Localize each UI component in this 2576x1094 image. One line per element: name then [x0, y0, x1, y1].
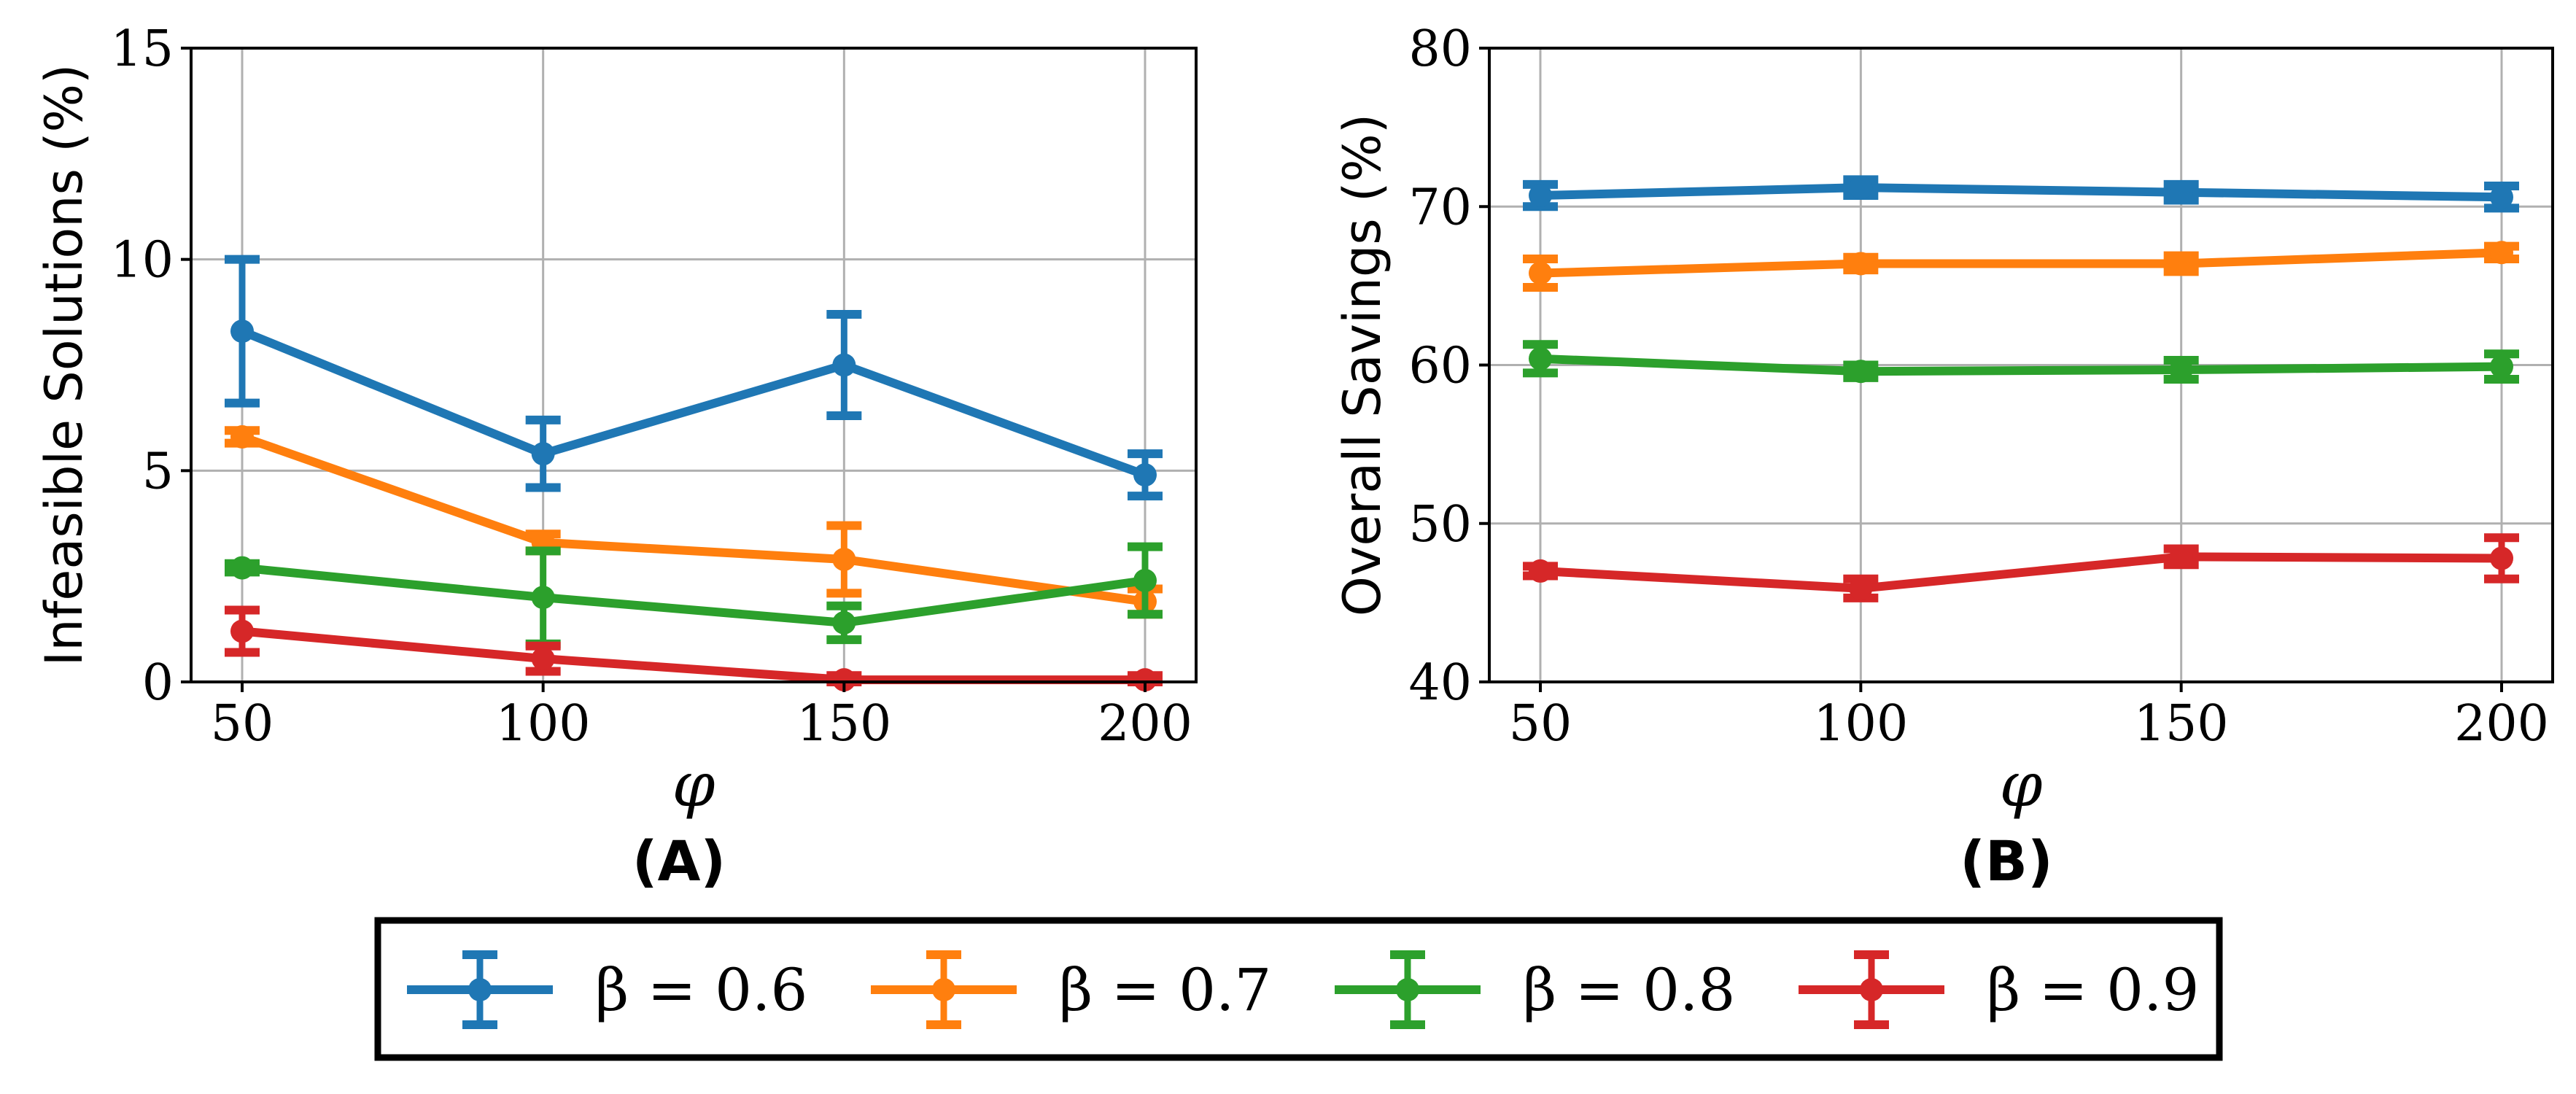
legend-marker	[468, 978, 492, 1001]
panel-a-ytick-label: 0	[142, 654, 174, 712]
panel-b-series-1-point	[2490, 185, 2513, 209]
panel-b-series-1	[1523, 175, 2519, 213]
panel-a-series-line	[241, 563, 1146, 627]
panel-b-label: (B)	[1960, 829, 2052, 893]
panel-b-series-2-point	[1529, 261, 1552, 285]
panel-b-series-2-point	[1849, 252, 1873, 276]
legend-entry-1: β = 0.6	[407, 950, 807, 1029]
legend-entry-3: β = 0.8	[1335, 950, 1735, 1029]
legend-label: β = 0.7	[1059, 956, 1271, 1024]
panel-b-series-4-point	[1849, 576, 1873, 600]
panel-b-xtick-label: 150	[2134, 695, 2229, 753]
panel-a-ytick-label: 10	[110, 232, 174, 290]
panel-a-series-3-point	[832, 610, 856, 635]
panel-b-xlabel: φ	[2000, 749, 2043, 820]
panel-a-xtick-label: 200	[1098, 695, 1192, 753]
legend-marker	[932, 978, 955, 1001]
panel-a-series-1	[225, 255, 1163, 501]
panel-a-series-2-point	[230, 424, 254, 449]
panel-b-series-1-point	[2169, 180, 2193, 204]
panel-a-ylabel: Infeasible Solutions (%)	[34, 64, 94, 667]
panel-a-xlabel: φ	[672, 749, 715, 820]
panel-a-label: (A)	[632, 829, 726, 893]
panel-a-series-1-point	[230, 319, 254, 344]
panel-a-series-line	[241, 432, 1146, 606]
panel-a-series-4-point	[230, 619, 254, 643]
panel-b-ytick-label: 60	[1408, 338, 1472, 395]
panel-b-series-line	[1540, 552, 2502, 593]
panel-a-series-2	[225, 424, 1163, 619]
legend-entry-2: β = 0.7	[871, 950, 1271, 1029]
panel-b-xtick-label: 50	[1509, 695, 1572, 753]
panel-a-chart: 50 100 150 200 0 5 10 15 Infeasible Solutions (…	[34, 20, 1198, 893]
panel-b-series-1-point	[1849, 176, 1873, 200]
legend-marker	[1860, 978, 1883, 1001]
panel-a-series-line	[241, 626, 1145, 685]
panel-a-series-4-point	[1133, 668, 1157, 692]
panel-a-series-3-point	[1133, 568, 1157, 592]
panel-a-series-3-point	[531, 586, 555, 610]
panel-b-series-3-point	[2169, 358, 2193, 382]
legend-label: β = 0.6	[595, 956, 807, 1024]
legend-label: β = 0.8	[1523, 956, 1735, 1024]
panel-b-series-4-point	[2169, 545, 2193, 569]
panel-b-series-4-point	[2490, 546, 2513, 570]
panel-b-series-4-point	[1529, 559, 1552, 583]
panel-b-ytick-label: 80	[1408, 20, 1472, 78]
panel-b-series-line	[1540, 248, 2502, 278]
panel-a-frame	[190, 47, 1198, 683]
panel-b-series-3-point	[1529, 346, 1552, 371]
panel-b-series-2-point	[2169, 252, 2193, 276]
panel-b-series-2-point	[2490, 241, 2513, 265]
panel-b-ytick-label: 40	[1408, 654, 1472, 712]
panel-a-series-4-point	[832, 668, 856, 692]
panel-b-ytick-label: 50	[1408, 496, 1472, 554]
panel-b-series-line	[1540, 354, 2502, 376]
panel-b-series-4	[1523, 533, 2519, 602]
panel-b-ytick-label: 70	[1408, 179, 1472, 236]
panel-a-series-2-point	[832, 547, 856, 571]
panel-a-ytick-label: 5	[142, 443, 174, 500]
panel-a-series-line	[240, 327, 1147, 479]
panel-a-xtick-label: 50	[211, 695, 274, 753]
panel-b-series-3-point	[2490, 354, 2513, 379]
panel-b-xtick-label: 100	[1813, 695, 1908, 753]
panel-a-series-4	[225, 605, 1163, 692]
panel-b-series-2	[1523, 241, 2519, 292]
panel-a-series-1-point	[531, 442, 555, 466]
panel-a-series-3	[225, 542, 1163, 648]
panel-b-series-1-point	[1529, 184, 1552, 208]
legend-marker	[1396, 978, 1419, 1001]
panel-a-series-1-point	[832, 353, 856, 377]
panel-b-ylabel: Overall Savings (%)	[1332, 114, 1392, 616]
panel-b-xtick-label: 200	[2454, 695, 2549, 753]
legend: β = 0.6 β = 0.7 β = 0.8 β = 0.9	[374, 917, 2223, 1061]
panel-a-ytick-label: 15	[110, 20, 174, 78]
panel-b-chart: 50 100 150 200 40 50 60 70 80 Overall Savings (%…	[1332, 20, 2554, 893]
panel-b-series-3-point	[1849, 360, 1873, 384]
panel-a-series-1-point	[1133, 463, 1157, 487]
panel-a-series-4-point	[531, 647, 555, 671]
legend-label: β = 0.9	[1987, 956, 2199, 1024]
panel-a-xtick-label: 100	[496, 695, 591, 753]
panel-a-xtick-label: 150	[796, 695, 891, 753]
panel-b-series-line	[1540, 183, 2502, 202]
panel-b-series-3	[1523, 340, 2519, 384]
panel-a-series-3-point	[230, 556, 254, 580]
legend-entry-4: β = 0.9	[1799, 950, 2199, 1029]
